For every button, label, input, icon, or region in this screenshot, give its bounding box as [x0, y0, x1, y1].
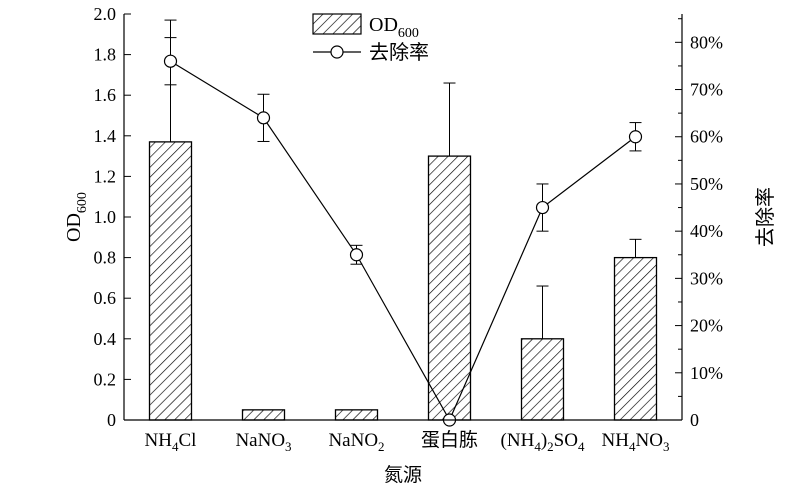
- od600-bar: [613, 256, 658, 421]
- x-tick-label: NH4NO3: [602, 430, 670, 454]
- legend-label-removal-rate: 去除率: [369, 40, 429, 64]
- x-tick-label-part: (NH: [501, 430, 535, 451]
- removal-rate-point: [535, 200, 550, 215]
- removal-rate-point: [628, 130, 643, 144]
- x-tick-label-part: SO: [554, 430, 578, 451]
- x-tick-label-part: 3: [663, 439, 670, 454]
- y2-tick-label: 20%: [690, 316, 723, 336]
- y2-tick-label: 40%: [690, 221, 723, 241]
- od600-bar: [241, 409, 286, 421]
- od600-bar: [148, 141, 193, 421]
- x-tick-label-part: 2: [547, 439, 554, 454]
- y2-tick-label: 80%: [690, 32, 723, 52]
- x-tick-label-part: NaNO: [328, 430, 378, 451]
- x-tick-label-part: NO: [636, 430, 663, 451]
- x-tick-label: NaNO3: [235, 430, 291, 454]
- x-tick-label-part: NH: [602, 430, 630, 451]
- x-tick-label-part: Cl: [179, 430, 197, 451]
- x-tick-label-part: 4: [534, 439, 541, 454]
- legend-bar-swatch: [312, 13, 362, 35]
- y-tick-label: 0.8: [94, 248, 117, 268]
- y-axis-title-part: OD: [63, 213, 85, 242]
- removal-rate-point: [163, 54, 178, 68]
- legend-line-marker: [330, 45, 344, 59]
- y-tick-label: 1.6: [94, 85, 117, 105]
- x-tick-label-part: 4: [172, 439, 179, 454]
- legend-label-od600-part: 600: [398, 26, 419, 41]
- y-tick-label: 0.6: [94, 288, 117, 308]
- y-tick-label: 0.4: [94, 329, 117, 349]
- x-tick-label: NaNO2: [328, 430, 384, 454]
- y-tick-label: 1.8: [94, 45, 117, 65]
- x-tick-label-part: 4: [578, 439, 585, 454]
- y2-tick-label: 0: [690, 410, 699, 430]
- y2-tick-label: 70%: [690, 80, 723, 100]
- legend-label-od600-part: OD: [369, 14, 398, 36]
- y-tick-label: 0: [107, 410, 116, 430]
- y2-tick-label: 60%: [690, 127, 723, 147]
- x-tick-label: NH4Cl: [145, 430, 197, 454]
- x-tick-label: (NH4)2SO4: [501, 430, 585, 454]
- y2-tick-label: 50%: [690, 174, 723, 194]
- x-tick-label-part: 2: [378, 439, 385, 454]
- removal-rate-point: [256, 111, 271, 125]
- x-tick-label-part: NH: [145, 430, 173, 451]
- removal-rate-point: [349, 248, 364, 262]
- y2-tick-label: 30%: [690, 268, 723, 288]
- od600-bar: [520, 338, 565, 421]
- y-tick-label: 2.0: [94, 4, 117, 24]
- x-tick-label: 蛋白胨: [421, 429, 478, 451]
- removal-rate-line: [170, 60, 636, 422]
- y-tick-label: 1.4: [94, 126, 117, 146]
- y-tick-label: 1.2: [94, 166, 117, 186]
- x-tick-label-part: NaNO: [235, 430, 285, 451]
- x-tick-label-part: 3: [285, 439, 292, 454]
- od600-bar: [334, 409, 379, 421]
- y-tick-label: 1.0: [94, 207, 117, 227]
- x-axis-title: 氮源: [384, 464, 422, 486]
- x-tick-label-part: 4: [629, 439, 636, 454]
- y2-axis-title: 去除率: [753, 187, 777, 247]
- x-tick-label-part: ): [541, 430, 547, 451]
- od600-bar: [427, 155, 472, 421]
- y-axis-title-part: 600: [75, 192, 90, 213]
- x-tick-label-part: 蛋白胨: [421, 429, 478, 451]
- y-tick-label: 0.2: [94, 369, 117, 389]
- y-axis-title: OD600: [63, 192, 90, 242]
- y2-tick-label: 10%: [690, 363, 723, 383]
- legend-label-od600: OD600: [369, 14, 419, 41]
